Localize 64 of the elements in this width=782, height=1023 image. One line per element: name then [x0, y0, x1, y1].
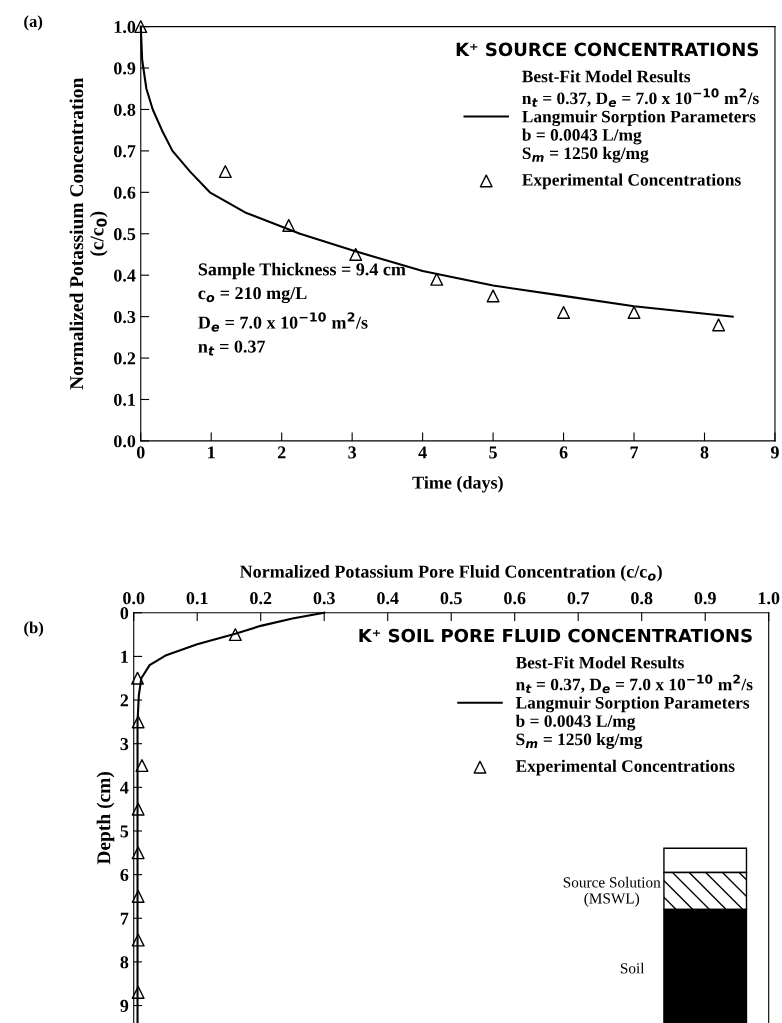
point — [486, 289, 500, 303]
x-axis-title: Time (days) — [412, 476, 503, 493]
y-tick-label: 8 — [120, 956, 129, 969]
y-tick-label: 0.1 — [114, 393, 135, 406]
x-tick-label: 1 — [208, 446, 215, 459]
annotation: Source Solution (MSWL) — [563, 876, 661, 907]
x-tick-label: 8 — [700, 446, 709, 459]
point — [430, 272, 444, 286]
text: (a) — [24, 15, 43, 31]
point — [627, 305, 641, 319]
annotation: Soil — [620, 962, 645, 974]
y-tick-label: 7 — [120, 912, 129, 925]
point — [712, 318, 726, 332]
y-tick-label: 0.8 — [114, 103, 136, 116]
y-tick-label: 0 — [120, 607, 129, 620]
y-tick-label: 1 — [121, 650, 128, 663]
y-tick-label: 0.4 — [114, 269, 136, 282]
x-tick-label: 0.4 — [377, 592, 399, 605]
x-tick-label: 0.7 — [567, 592, 590, 605]
text: Best-Fit Model Results n$_{t}$ = 0.37, D$_{e}$ = 7.0 x 10$^{−10}$ m$^{2}$/s Langmuir Sorption Parameters b = 0.0043 L/mg S$_{m}$ = 1250 kg/mg — [522, 70, 759, 163]
y-tick-label: 4 — [120, 781, 129, 794]
x-tick-label: 3 — [348, 446, 357, 459]
y-axis-title: Normalized Potassium Concentration (c/c$_{0}$) — [69, 77, 108, 390]
x-tick-label: 6 — [559, 446, 568, 459]
y-tick-label: 1.0 — [114, 20, 136, 34]
x-tick-label: 0.5 — [440, 592, 462, 605]
x-tick-label: 4 — [418, 446, 427, 459]
x-tick-label: 9 — [770, 446, 779, 459]
x-tick-label: 1.0 — [758, 592, 780, 605]
y-tick-label: 3 — [120, 738, 129, 751]
y-tick-label: 0.2 — [114, 352, 136, 365]
legend-title: K⁺ SOIL PORE FLUID CONCENTRATIONS — [359, 628, 752, 643]
x-tick-label: 0.9 — [694, 592, 716, 605]
y-tick-label: 0.7 — [114, 145, 136, 158]
y-tick-label: 2 — [120, 694, 129, 707]
point — [557, 305, 571, 319]
x-tick-label: 7 — [630, 446, 639, 459]
legend-label: Experimental Concentrations — [522, 173, 741, 190]
text: Sample Thickness = 9.4 cm c$_{o}$ = 210 mg/L D$_{e}$ = 7.0 x 10$^{−10}$ m$^{2}$/s n$_{t}$ = 0.37 — [198, 262, 406, 356]
x-tick-label: 5 — [489, 446, 497, 459]
y-tick-label: 5 — [120, 825, 129, 838]
point — [349, 247, 363, 261]
text: Best-Fit Model Results n$_{t}$ = 0.37, D$_{e}$ = 7.0 x 10$^{−10}$ m$^{2}$/s Langmuir Sorption Parameters b = 0.0043 L/mg S$_{m}$ = 1250 kg/mg — [515, 656, 753, 749]
x-tick-label: 2 — [277, 446, 286, 459]
legend-label: Experimental Concentrations — [515, 759, 735, 776]
x-tick-label: 0.6 — [504, 592, 526, 605]
x-tick-label: 0.2 — [250, 592, 272, 605]
x-tick-label: 0 — [136, 446, 145, 459]
y-tick-label: 0.9 — [114, 62, 136, 75]
y-tick-label: 9 — [120, 999, 129, 1012]
y-tick-label: 0.0 — [114, 435, 136, 448]
legend-title: K⁺ SOURCE CONCENTRATIONS — [456, 42, 759, 57]
x-axis-title: Normalized Potassium Pore Fluid Concentration (c/c$_{o}$) — [239, 565, 662, 582]
x-tick-label: 0.1 — [186, 592, 208, 605]
y-tick-label: 0.5 — [114, 228, 136, 241]
y-tick-label: 0.3 — [114, 310, 136, 324]
point — [218, 165, 232, 179]
point — [282, 218, 296, 232]
y-tick-label: 0.6 — [114, 186, 136, 199]
text: (b) — [24, 621, 44, 637]
x-tick-label: 0.8 — [631, 592, 653, 605]
y-tick-label: 6 — [120, 868, 129, 882]
y-axis-title: Depth (cm) — [96, 772, 115, 865]
x-tick-label: 0.3 — [313, 592, 335, 605]
